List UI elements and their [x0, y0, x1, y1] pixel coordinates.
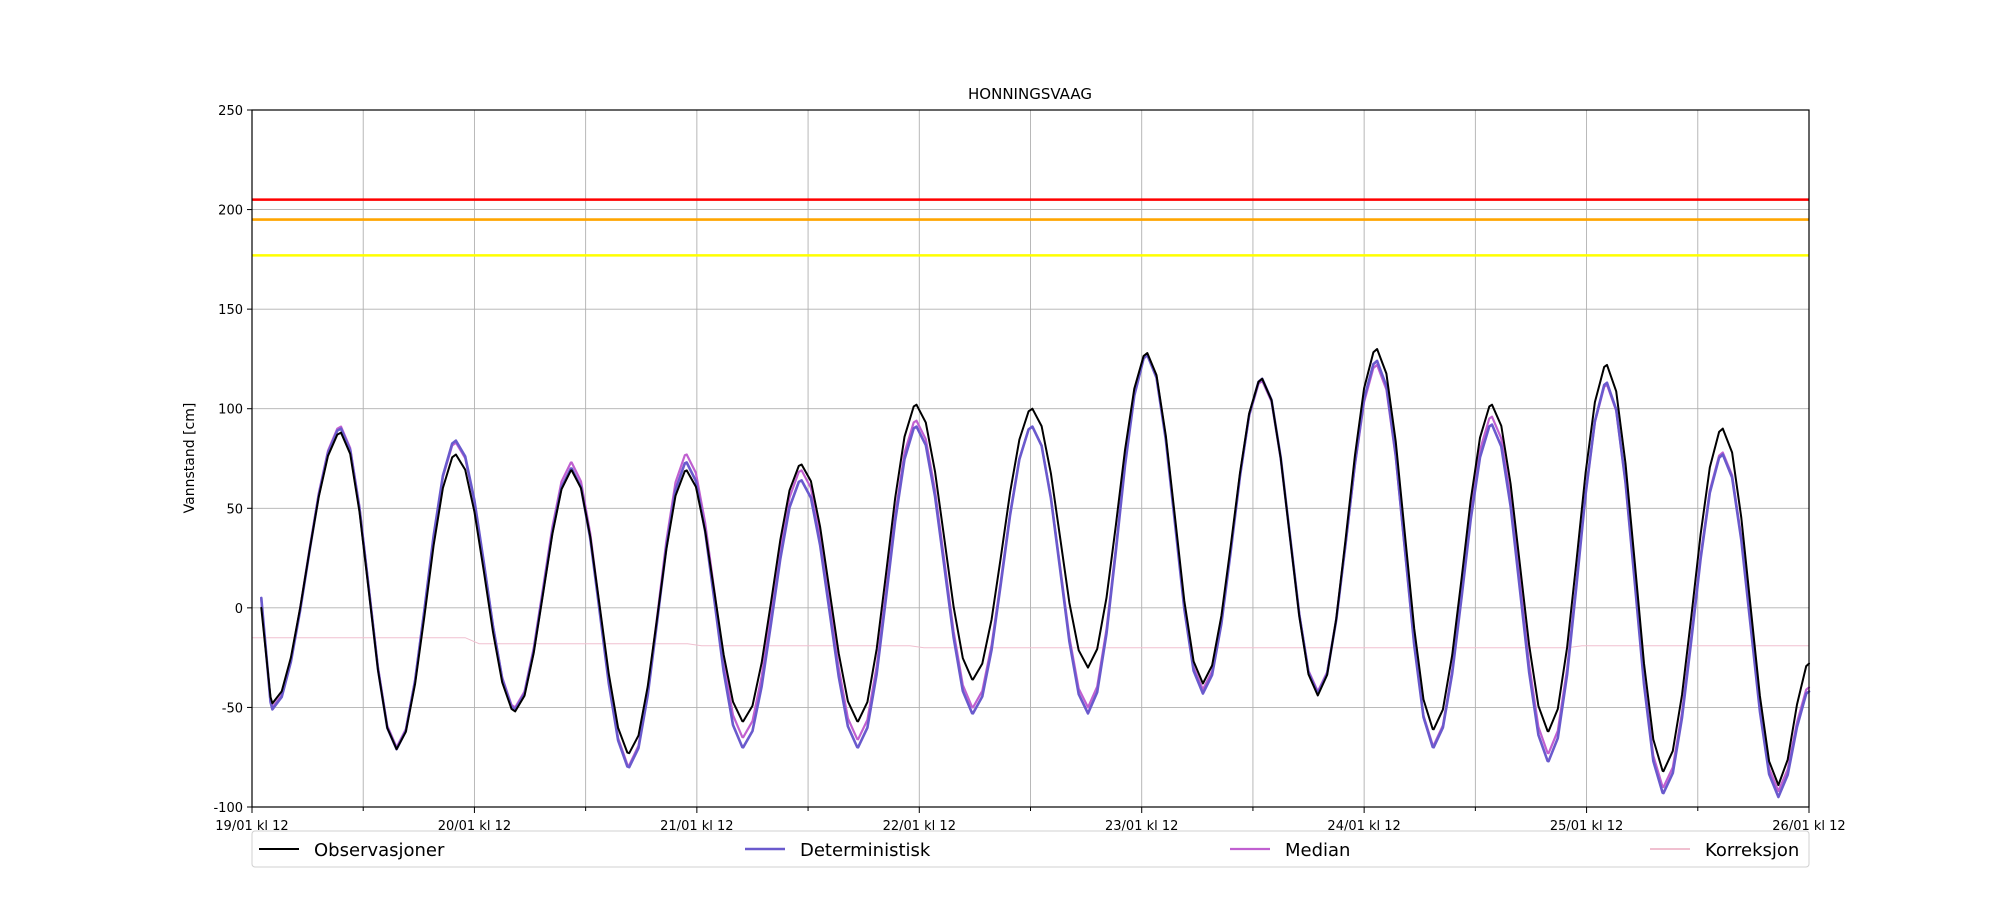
x-axis-ticks: 19/01 kl 12 20/01 kl 12 21/01 kl 12 22/01 k…: [215, 807, 1846, 834]
chart-title: HONNINGSVAAG: [968, 85, 1092, 103]
threshold-lines: [252, 198, 1809, 257]
x-tick-label: 19/01 kl 12: [215, 819, 288, 834]
x-tick-label: 26/01 kl 12: [1772, 819, 1845, 834]
series-lines: [252, 348, 1811, 799]
y-tick-label: -50: [222, 701, 243, 716]
y-tick-label: 0: [235, 602, 243, 617]
x-tick-label: 25/01 kl 12: [1550, 819, 1623, 834]
x-tick-label: 20/01 kl 12: [438, 819, 511, 834]
y-axis-label: Vannstand [cm]: [182, 403, 198, 514]
legend: Observasjoner Deterministisk Median Korreks…: [251, 830, 1810, 868]
legend-label-observasjoner: Observasjoner: [314, 840, 445, 861]
y-tick-label: 150: [218, 303, 243, 318]
series-line-deterministisk: [260, 353, 1811, 799]
y-tick-label: 250: [218, 104, 243, 119]
x-tick-label: 22/01 kl 12: [883, 819, 956, 834]
series-line-korreksjon: [252, 637, 1809, 649]
x-tick-label: 21/01 kl 12: [660, 819, 733, 834]
series-line-observasjoner: [260, 348, 1810, 787]
y-axis-ticks: -100 -50 0 50 100 150 200 250: [213, 104, 252, 816]
y-tick-label: 200: [218, 204, 243, 219]
legend-label-median: Median: [1285, 840, 1350, 861]
y-tick-label: 50: [226, 502, 243, 517]
legend-box: [251, 830, 1810, 868]
legend-label-korreksjon: Korreksjon: [1705, 840, 1799, 861]
grid-lines: [251, 109, 1810, 808]
legend-label-deterministisk: Deterministisk: [800, 840, 931, 861]
y-tick-label: 100: [218, 403, 243, 418]
x-tick-label: 24/01 kl 12: [1327, 819, 1400, 834]
y-tick-label: -100: [213, 801, 243, 816]
x-tick-label: 23/01 kl 12: [1105, 819, 1178, 834]
